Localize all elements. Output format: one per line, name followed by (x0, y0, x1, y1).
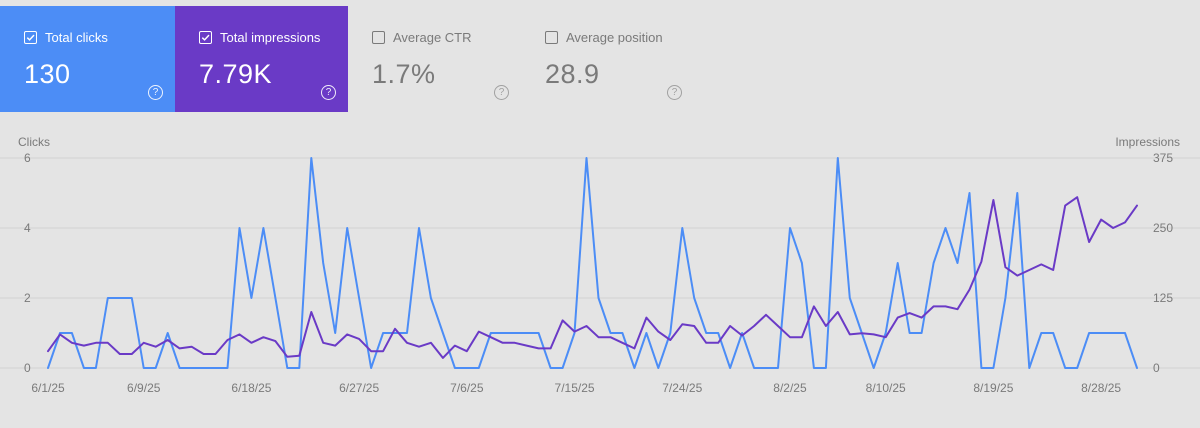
x-tick-label: 6/1/25 (31, 381, 65, 395)
total-clicks-label: Total clicks (45, 29, 108, 45)
right-tick-label: 250 (1153, 221, 1173, 235)
left-tick-label: 2 (24, 291, 31, 305)
left-axis-title: Clicks (18, 135, 50, 149)
total-impressions-card[interactable]: Total impressions 7.79K ? (175, 6, 348, 112)
x-tick-label: 6/9/25 (127, 381, 161, 395)
x-tick-label: 6/18/25 (231, 381, 271, 395)
checkbox-checked-icon[interactable] (24, 30, 37, 44)
checkbox-unchecked-icon[interactable] (545, 30, 558, 44)
total-impressions-header: Total impressions (199, 28, 348, 46)
help-icon[interactable]: ? (667, 85, 682, 100)
chart-svg: Clicks Impressions 0 0 2 125 4 250 6 375 6/1/25 6… (0, 135, 1200, 395)
right-axis-title: Impressions (1115, 135, 1180, 149)
x-tick-label: 8/28/25 (1081, 381, 1121, 395)
average-position-card[interactable]: Average position 28.9 ? (521, 6, 694, 112)
average-ctr-value: 1.7% (372, 59, 436, 89)
axis-labels: Clicks Impressions 0 0 2 125 4 250 6 375 6/1/25 6… (18, 135, 1180, 395)
x-tick-label: 7/24/25 (662, 381, 702, 395)
average-ctr-label: Average CTR (393, 29, 472, 45)
checkbox-unchecked-icon[interactable] (372, 30, 385, 44)
x-tick-label: 7/6/25 (450, 381, 484, 395)
left-tick-label: 6 (24, 151, 31, 165)
checkbox-checked-icon[interactable] (199, 30, 212, 44)
right-tick-label: 0 (1153, 361, 1160, 375)
total-impressions-value: 7.79K (199, 59, 273, 89)
clicks-series-line (47, 157, 1138, 369)
total-impressions-label: Total impressions (220, 29, 321, 45)
left-tick-label: 4 (24, 221, 31, 235)
left-tick-label: 0 (24, 361, 31, 375)
average-position-label: Average position (566, 29, 663, 45)
x-tick-label: 8/10/25 (866, 381, 906, 395)
average-position-header: Average position (545, 28, 694, 46)
x-tick-label: 8/2/25 (773, 381, 807, 395)
total-clicks-card[interactable]: Total clicks 130 ? (0, 6, 175, 112)
average-ctr-card[interactable]: Average CTR 1.7% ? (348, 6, 521, 112)
right-tick-label: 375 (1153, 151, 1173, 165)
average-ctr-header: Average CTR (372, 28, 521, 46)
help-icon[interactable]: ? (148, 85, 163, 100)
x-tick-label: 8/19/25 (973, 381, 1013, 395)
impressions-series-line (47, 196, 1138, 359)
total-clicks-value: 130 (24, 59, 71, 89)
total-clicks-header: Total clicks (24, 28, 175, 46)
help-icon[interactable]: ? (494, 85, 509, 100)
average-position-value: 28.9 (545, 59, 600, 89)
metric-cards: Total clicks 130 ? Total impressions 7.7… (0, 6, 694, 112)
performance-chart: Clicks Impressions 0 0 2 125 4 250 6 375 6/1/25 6… (0, 120, 1200, 428)
right-tick-label: 125 (1153, 291, 1173, 305)
help-icon[interactable]: ? (321, 85, 336, 100)
x-tick-label: 6/27/25 (339, 381, 379, 395)
series-lines (47, 157, 1138, 369)
x-tick-label: 7/15/25 (555, 381, 595, 395)
